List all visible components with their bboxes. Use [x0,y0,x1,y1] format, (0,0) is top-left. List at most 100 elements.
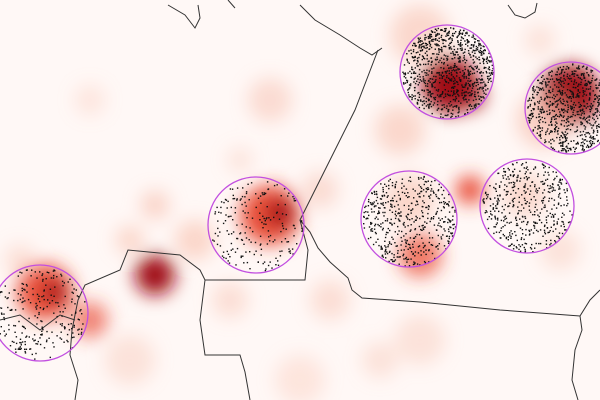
cluster-circle[interactable] [479,158,575,254]
cluster-circle[interactable] [524,61,600,155]
data-point [431,78,434,80]
data-point [494,215,496,217]
cluster-circle[interactable] [207,176,305,274]
data-point [466,31,468,34]
data-point [449,37,451,40]
data-point [519,245,522,248]
data-point [385,246,387,248]
data-point [563,214,565,216]
data-point [420,99,422,101]
data-point [230,249,232,251]
data-point [53,274,55,277]
data-point [21,282,23,285]
data-point [43,290,45,292]
data-point [584,126,587,128]
data-point [449,105,451,107]
data-point [426,83,429,85]
data-point [445,81,447,83]
data-point [530,110,533,112]
data-point [464,86,466,88]
data-point [481,82,483,84]
data-point [388,187,390,190]
data-point [548,200,550,202]
data-point [556,100,558,103]
cluster-circle[interactable] [399,24,495,120]
data-point [438,45,440,47]
data-point [426,72,428,74]
data-point [462,86,465,88]
data-point [445,27,447,30]
data-point [426,46,428,49]
data-point [389,209,391,211]
data-point [521,215,524,218]
data-point [510,235,512,238]
data-point [460,42,462,44]
data-point [581,109,583,111]
data-point [434,257,436,260]
data-point [410,49,412,51]
data-point [561,178,563,181]
data-point [380,223,382,225]
data-point [507,205,509,208]
data-point [562,98,564,101]
data-point [539,212,541,214]
data-point [242,210,244,212]
data-point [233,197,236,200]
data-point [567,68,570,70]
data-point [592,104,594,107]
data-point [444,221,446,223]
data-point [525,191,527,193]
data-point [507,236,510,238]
data-point [391,197,394,199]
data-point [574,131,576,133]
data-point [443,197,446,199]
data-point [428,91,431,93]
data-point [434,80,436,83]
data-point [515,246,517,248]
data-point [386,218,389,220]
data-point [429,37,431,39]
data-point [548,89,550,92]
data-point [412,246,414,248]
data-point [422,227,424,229]
data-point [579,116,581,119]
data-point [408,265,411,267]
data-point [450,116,452,118]
data-point [589,110,591,113]
data-point [21,332,23,334]
data-point [289,252,292,254]
data-point [471,90,473,92]
data-point [547,191,550,193]
cluster-circle[interactable] [0,264,89,362]
data-point [474,107,477,109]
data-point [535,116,538,119]
data-point [31,269,33,271]
cluster-circle[interactable] [360,170,458,268]
data-point [566,132,569,135]
data-point [477,83,479,86]
data-point [260,202,262,204]
data-point [429,90,431,93]
data-point [441,61,443,64]
data-point [577,93,579,95]
data-point [371,228,373,230]
data-point [586,66,588,68]
border-line [167,4,201,29]
data-point [471,67,473,69]
data-point [591,127,593,129]
data-point [557,202,560,204]
data-point [517,174,519,177]
data-point [4,296,7,298]
data-point [431,39,433,41]
data-point [60,273,62,276]
data-point [387,246,389,248]
data-point [477,103,479,105]
data-point [551,131,553,133]
data-point [472,46,475,48]
data-point [448,211,451,213]
data-point [412,237,415,239]
data-point [532,112,534,115]
data-point [458,100,460,102]
data-point [468,105,471,107]
